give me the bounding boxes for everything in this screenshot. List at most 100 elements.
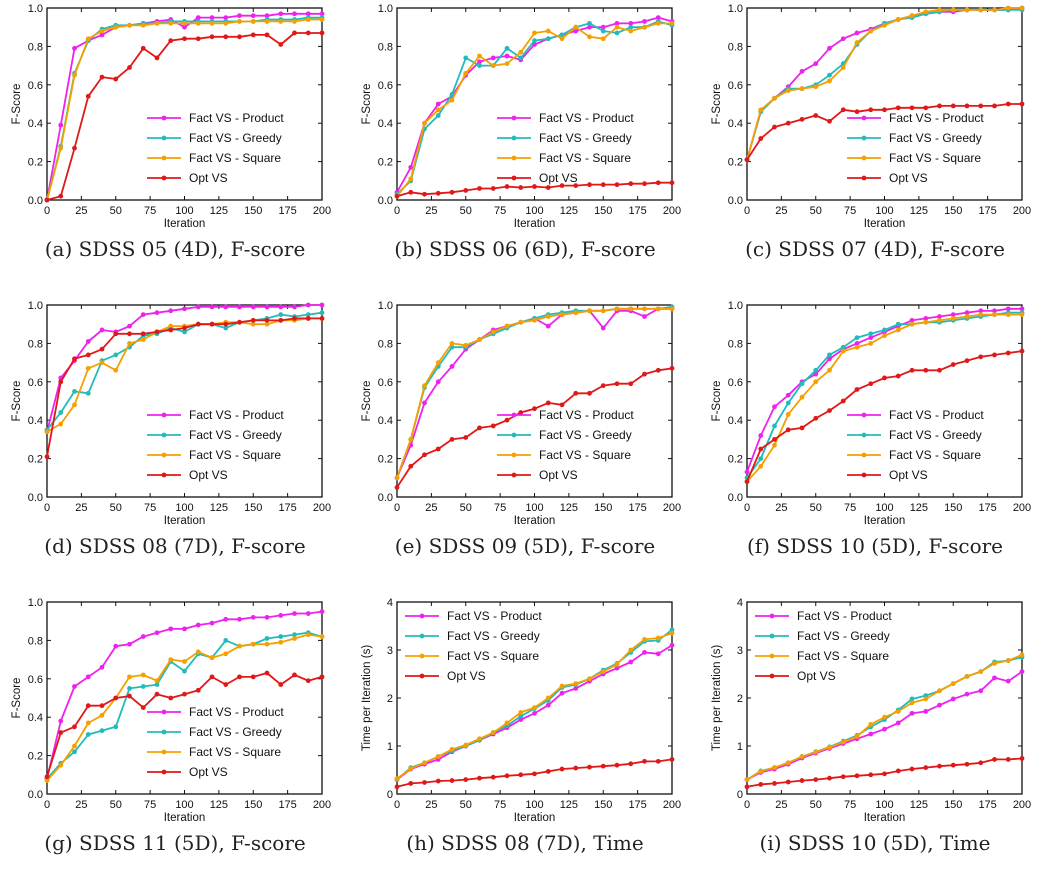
data-point: [264, 321, 270, 327]
data-point: [44, 774, 50, 780]
x-tick-label: 150: [944, 502, 962, 514]
data-point: [237, 13, 242, 19]
data-point: [655, 367, 661, 373]
data-point: [292, 672, 297, 678]
data-point: [223, 682, 229, 687]
data-point: [113, 695, 119, 701]
data-point: [250, 641, 256, 647]
data-point: [264, 641, 270, 647]
data-point: [237, 674, 242, 680]
data-point: [882, 771, 887, 777]
x-tick-label: 200: [1013, 502, 1031, 514]
legend-swatch-marker: [161, 135, 167, 141]
data-point: [168, 327, 174, 333]
data-point: [85, 720, 91, 726]
data-point: [573, 686, 579, 691]
data-point: [909, 321, 915, 327]
data-point: [978, 308, 984, 314]
data-point: [628, 306, 634, 312]
data-point: [628, 181, 634, 187]
data-point: [58, 379, 64, 385]
legend-label: Opt VS: [189, 765, 228, 779]
data-point: [477, 736, 482, 742]
data-point: [813, 84, 819, 90]
y-tick-label: 0.8: [28, 338, 43, 350]
data-point: [463, 777, 469, 782]
data-point: [573, 681, 579, 686]
data-point: [319, 634, 325, 639]
x-tick-label: 150: [594, 799, 612, 811]
data-point: [264, 317, 270, 323]
data-point: [992, 352, 997, 358]
x-tick-label: 75: [144, 502, 156, 514]
data-point: [113, 724, 119, 730]
data-point: [655, 651, 661, 657]
x-tick-label: 200: [313, 205, 331, 217]
data-point: [154, 20, 160, 26]
x-tick-label: 125: [910, 205, 928, 217]
data-point: [292, 632, 297, 638]
data-point: [85, 732, 91, 737]
data-point: [58, 410, 64, 415]
chart-svg: 0 25 50 75 100 125 150 175 200 0 1 2 3 4 Iteration Time…: [711, 597, 1031, 824]
x-axis-label: Iteration: [164, 218, 206, 230]
data-point: [168, 38, 174, 44]
data-point: [655, 15, 661, 20]
data-point: [744, 157, 750, 163]
data-point: [978, 760, 984, 766]
data-point: [923, 765, 929, 770]
data-point: [72, 145, 77, 151]
data-point: [937, 314, 942, 319]
chart-panel: 0 25 50 75 100 125 150 175 200 0.0 0.2 0.4 0.6 0.8 1.0…: [700, 0, 1050, 297]
data-point: [237, 34, 242, 40]
x-tick-label: 75: [844, 799, 856, 811]
data-point: [223, 651, 229, 657]
data-point: [99, 327, 105, 333]
data-point: [614, 381, 620, 387]
data-point: [209, 304, 215, 310]
x-tick-label: 100: [875, 205, 893, 217]
data-point: [140, 337, 146, 342]
data-point: [573, 765, 579, 771]
x-axis-label: Iteration: [514, 812, 556, 824]
legend-label: Fact VS - Product: [447, 609, 542, 623]
y-tick-label: 1.0: [28, 3, 43, 15]
y-tick-label: 0.0: [378, 492, 393, 504]
x-tick-label: 175: [978, 502, 996, 514]
data-point: [854, 344, 860, 350]
data-point: [477, 425, 482, 431]
data-point: [772, 765, 777, 770]
data-point: [490, 186, 496, 191]
data-point: [909, 766, 915, 772]
y-tick-label: 0.2: [378, 157, 393, 169]
x-tick-label: 50: [460, 799, 472, 811]
chart-svg: 0 25 50 75 100 125 150 175 200 0.0 0.2 0.4 0.6 0.8 1.0…: [11, 3, 331, 230]
data-point: [168, 20, 174, 26]
data-point: [827, 745, 832, 750]
data-point: [950, 362, 956, 367]
data-point: [895, 321, 901, 327]
data-point: [127, 323, 132, 329]
data-point: [909, 710, 915, 716]
data-point: [209, 34, 215, 40]
legend-label: Fact VS - Product: [889, 111, 984, 125]
data-point: [532, 30, 537, 36]
legend-label: Fact VS - Product: [189, 111, 284, 125]
data-point: [785, 120, 791, 126]
data-point: [559, 32, 565, 38]
data-point: [785, 392, 791, 398]
data-point: [292, 611, 297, 616]
data-point: [642, 19, 647, 24]
legend-swatch-marker: [161, 709, 167, 715]
y-axis-label: F-Score: [711, 84, 723, 125]
data-point: [614, 306, 620, 312]
data-point: [58, 762, 64, 768]
data-point: [758, 433, 764, 438]
data-point: [909, 317, 915, 323]
data-point: [923, 709, 929, 714]
legend-label: Fact VS - Greedy: [189, 725, 282, 739]
legend: Fact VS - Product Fact VS - Greedy Fact VS…: [147, 408, 284, 482]
data-point: [463, 435, 469, 440]
data-point: [573, 390, 579, 396]
data-point: [408, 781, 414, 786]
